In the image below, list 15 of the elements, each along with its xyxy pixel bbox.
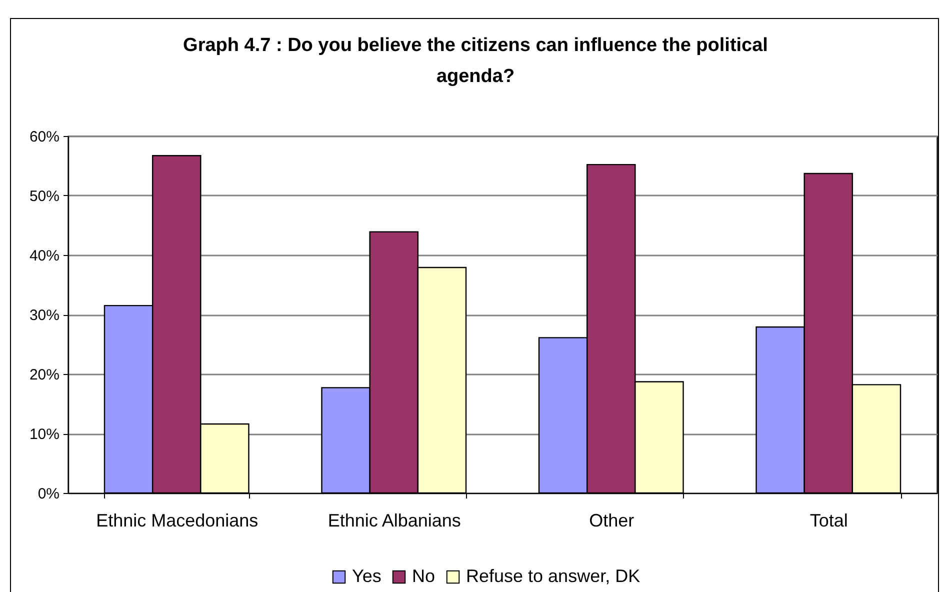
y-tick-label: 20%: [29, 366, 60, 384]
x-tick-label: Other: [589, 510, 634, 530]
y-tick-label: 30%: [29, 307, 60, 324]
y-tick-label: 10%: [29, 426, 60, 443]
y-tick-label: 60%: [29, 128, 60, 146]
legend-label: Yes: [352, 566, 382, 586]
y-tick-label: 50%: [29, 188, 60, 205]
legend-label: No: [412, 566, 436, 586]
x-tick-label: Total: [810, 510, 848, 530]
y-tick-label: 40%: [29, 248, 60, 264]
chart-title: Graph 4.7 : Do you believe the citizens can influence the political agenda?: [183, 35, 768, 87]
y-tick-label: 0%: [38, 486, 60, 502]
x-tick-label: Ethnic Albanians: [328, 510, 461, 530]
legend-label: Refuse to answer, DK: [466, 566, 640, 586]
x-tick-label: Ethnic Macedonians: [96, 510, 258, 530]
